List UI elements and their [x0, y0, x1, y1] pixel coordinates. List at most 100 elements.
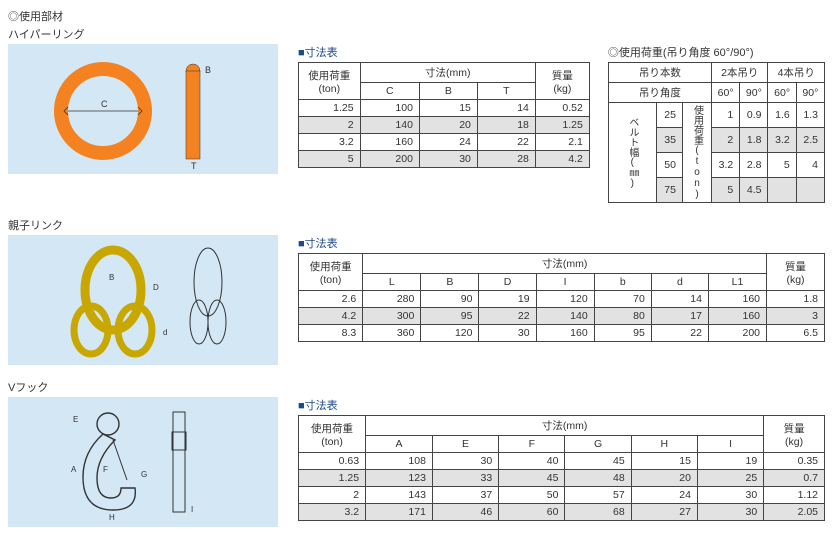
cell: 45 — [565, 453, 631, 470]
cell: 6.5 — [767, 325, 825, 342]
cell: 2 — [299, 117, 361, 134]
hyper-ring-table: 使用荷重 (ton) 寸法(mm) 質量 (kg) C B T 1.25 100… — [298, 62, 590, 168]
cell: 0.7 — [764, 470, 825, 487]
cell: 360 — [363, 325, 421, 342]
cell: 1.8 — [740, 128, 768, 153]
cell: 30 — [479, 325, 536, 342]
cell: 25 — [697, 470, 763, 487]
cell: 80 — [594, 308, 651, 325]
cell: 19 — [479, 291, 536, 308]
cell: 0.9 — [740, 103, 768, 128]
th-90b: 90° — [796, 83, 824, 103]
svg-text:B: B — [205, 65, 211, 75]
table-row: 5 200 30 28 4.2 — [299, 151, 590, 168]
hook-icon: E A F G H I — [13, 402, 273, 522]
cell: 30 — [697, 504, 763, 521]
cell: 5 — [299, 151, 361, 168]
cell: 95 — [421, 308, 479, 325]
cell: 3.2 — [299, 134, 361, 151]
cell: 3.2 — [299, 504, 366, 521]
table-row: 2 143 37 50 57 24 30 1.12 — [299, 487, 825, 504]
th-F: F — [499, 436, 565, 453]
th-load: 使用荷重 (ton) — [299, 63, 361, 100]
cell: 2.6 — [299, 291, 363, 308]
cell: 95 — [594, 325, 651, 342]
vhook-row: E A F G H I ■寸法表 使用荷重 (ton) 寸法(mm) 質量 (k… — [8, 397, 825, 527]
cell: 1.3 — [796, 103, 824, 128]
oyako-title: 親子リンク — [8, 217, 825, 233]
svg-text:d: d — [163, 328, 167, 337]
table-row: 4.2 300 95 22 140 80 17 160 3 — [299, 308, 825, 325]
cell — [768, 178, 796, 203]
cell: 123 — [366, 470, 433, 487]
cell: 22 — [479, 308, 536, 325]
table-row: 1.25 100 15 14 0.52 — [299, 100, 590, 117]
hyper-ring-title: ハイパーリング — [8, 26, 825, 42]
cell: 19 — [697, 453, 763, 470]
side-load: 使用荷重(ton) — [682, 103, 711, 203]
cell: 5 — [711, 178, 739, 203]
cell: 33 — [432, 470, 498, 487]
th-H: H — [631, 436, 697, 453]
th-load: 使用荷重 (ton) — [299, 254, 363, 291]
th-L1: L1 — [708, 274, 766, 291]
cell: 17 — [651, 308, 708, 325]
cell: 30 — [697, 487, 763, 504]
th-dim: 寸法(mm) — [360, 63, 535, 83]
oyako-diagram: B D d — [8, 235, 278, 365]
cell: 30 — [432, 453, 498, 470]
th-angle: 吊り角度 — [608, 83, 711, 103]
table-row: ベルト幅(㎜) 25 使用荷重(ton) 1 0.9 1.6 1.3 — [608, 103, 824, 128]
cell: 5 — [768, 153, 796, 178]
th-dim: 寸法(mm) — [366, 416, 764, 436]
cell: 120 — [536, 291, 594, 308]
cell: 143 — [366, 487, 433, 504]
svg-text:D: D — [153, 283, 159, 292]
oyako-table-title: ■寸法表 — [298, 235, 825, 251]
cell: 160 — [708, 308, 766, 325]
oyako-table: 使用荷重 (ton) 寸法(mm) 質量 (kg) L B D I b d L1… — [298, 253, 825, 342]
cell: 3 — [767, 308, 825, 325]
th-B: B — [421, 274, 479, 291]
th-I: I — [536, 274, 594, 291]
th-dim: 寸法(mm) — [363, 254, 767, 274]
svg-text:T: T — [191, 161, 197, 169]
cell: 20 — [631, 470, 697, 487]
cell: 22 — [651, 325, 708, 342]
cell: 30 — [419, 151, 477, 168]
th-lines: 吊り本数 — [608, 63, 711, 83]
cell: 90 — [421, 291, 479, 308]
hyper-ring-diagram: C B T — [8, 44, 278, 174]
svg-text:B: B — [109, 273, 114, 282]
oyako-row: B D d ■寸法表 使用荷重 (ton) 寸法(mm) 質量 (kg) L B… — [8, 235, 825, 365]
cell: 0.35 — [764, 453, 825, 470]
cell: 140 — [536, 308, 594, 325]
hyper-ring-table-title: ■寸法表 — [298, 44, 590, 60]
page-header: ◎使用部材 — [8, 8, 825, 24]
cell: 70 — [594, 291, 651, 308]
cell: 2.05 — [764, 504, 825, 521]
cell: 50 — [499, 487, 565, 504]
vhook-table: 使用荷重 (ton) 寸法(mm) 質量 (kg) A E F G H I 0.… — [298, 415, 825, 521]
cell: 1.25 — [299, 100, 361, 117]
cell: 8.3 — [299, 325, 363, 342]
cell: 40 — [499, 453, 565, 470]
cell: 60 — [499, 504, 565, 521]
table-row: 2.6 280 90 19 120 70 14 160 1.8 — [299, 291, 825, 308]
vhook-table-title: ■寸法表 — [298, 397, 825, 413]
cell: 15 — [631, 453, 697, 470]
load-table-wrap: ◎使用荷重(吊り角度 60°/90°) 吊り本数 2本吊り 4本吊り 吊り角度 … — [608, 44, 825, 203]
cell: 2.5 — [796, 128, 824, 153]
vhook-title: Vフック — [8, 379, 825, 395]
cell: 68 — [565, 504, 631, 521]
cell: 0.63 — [299, 453, 366, 470]
cell: 4.2 — [299, 308, 363, 325]
cell: 1.12 — [764, 487, 825, 504]
hyper-ring-table-wrap: ■寸法表 使用荷重 (ton) 寸法(mm) 質量 (kg) C B T 1.2… — [298, 44, 590, 168]
hyper-ring-row: C B T ■寸法表 使用荷重 (ton) 寸法(mm) 質量 (kg) C B… — [8, 44, 825, 203]
load-table: 吊り本数 2本吊り 4本吊り 吊り角度 60° 90° 60° 90° ベルト幅… — [608, 62, 825, 203]
cell: 1.25 — [535, 117, 589, 134]
cell: 100 — [360, 100, 419, 117]
cell: 200 — [708, 325, 766, 342]
table-row: 2 140 20 18 1.25 — [299, 117, 590, 134]
